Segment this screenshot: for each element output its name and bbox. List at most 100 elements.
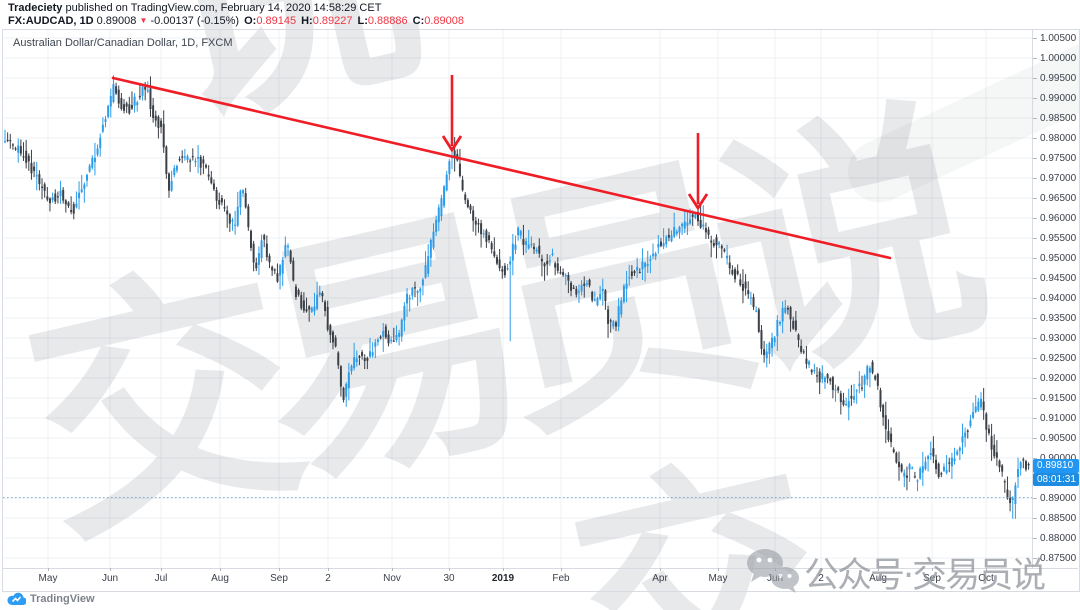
- chart-legend-title: Australian Dollar/Canadian Dollar, 1D, F…: [13, 37, 233, 49]
- price-axis-label: 0.96000: [1040, 213, 1077, 224]
- price-axis-tick: [1033, 438, 1037, 439]
- low-label: L:: [357, 14, 368, 27]
- candlesticks: [4, 75, 1030, 519]
- price-axis[interactable]: 1.00500 1.00000 0.99500 0.99000 0.98500 0.980…: [1033, 30, 1078, 568]
- price-axis-label: 0.97000: [1040, 173, 1077, 184]
- tradingview-logo-icon: [7, 592, 26, 606]
- price-axis-label: 0.90500: [1040, 433, 1077, 444]
- watermark-diagonal-text: 交易员说: [3, 73, 984, 582]
- price-axis-tick: [1033, 318, 1037, 319]
- price-axis-tick: [1033, 458, 1037, 459]
- price-axis-label: 0.89000: [1040, 493, 1077, 504]
- time-axis-tick: [718, 568, 719, 571]
- price-axis-tick: [1033, 298, 1037, 299]
- time-axis-label: Aug: [869, 573, 887, 584]
- price-axis-label: 0.88000: [1040, 533, 1077, 544]
- price-axis-tick: [1033, 78, 1037, 79]
- time-axis-tick: [328, 568, 329, 571]
- price-axis-tick: [1033, 378, 1037, 379]
- time-axis-tick: [821, 568, 822, 571]
- price-axis-label: 0.94000: [1040, 293, 1077, 304]
- time-axis[interactable]: May Jun Jul Aug Sep 2 Nov 30 2019 Feb Apr May Jun 2 Au…: [3, 568, 1032, 590]
- ohlc-values: O:0.89145 H:0.89227 L:0.88886 C:0.89008: [239, 15, 464, 27]
- price-change: -0.00137 (-0.15%): [150, 14, 240, 27]
- last-price-tag: 0.89810: [1033, 458, 1079, 473]
- time-axis-label: May: [708, 573, 728, 584]
- price-axis-label: 0.95500: [1040, 233, 1077, 244]
- price-axis-tick: [1033, 558, 1037, 559]
- price-axis-tick: [1033, 278, 1037, 279]
- chart-frame-border: [2, 29, 1080, 592]
- price-axis-label: 0.92500: [1040, 353, 1077, 364]
- time-axis-label: 2: [325, 573, 331, 584]
- price-axis-label: 0.91500: [1040, 393, 1077, 404]
- price-axis-label: 0.92000: [1040, 373, 1077, 384]
- time-axis-label: Nov: [383, 573, 401, 584]
- trendline-annotation: [111, 76, 892, 260]
- price-axis-tick: [1033, 258, 1037, 259]
- time-axis-label: Aug: [211, 573, 229, 584]
- time-axis-tick: [660, 568, 661, 571]
- price-axis-label: 0.98000: [1040, 133, 1077, 144]
- price-axis-tick: [1033, 238, 1037, 239]
- snapshot-header: Tradeciety published on TradingView.com,…: [8, 2, 464, 27]
- publish-line: Tradeciety published on TradingView.com,…: [8, 2, 464, 15]
- price-axis-tick: [1033, 338, 1037, 339]
- price-axis-tick: [1033, 138, 1037, 139]
- footer-brand[interactable]: TradingView: [7, 592, 95, 606]
- price-axis-label: 0.95000: [1040, 253, 1077, 264]
- price-axis-tick: [1033, 198, 1037, 199]
- time-axis-label: May: [38, 573, 58, 584]
- price-axis-label: 0.99500: [1040, 73, 1077, 84]
- axis-separator-horizontal: [3, 568, 1078, 569]
- price-axis-label: 0.99000: [1040, 93, 1077, 104]
- price-axis-label: 0.91000: [1040, 413, 1077, 424]
- time-axis-tick: [48, 568, 49, 571]
- time-axis-tick: [279, 568, 280, 571]
- price-axis-tick: [1033, 358, 1037, 359]
- open-label: O:: [244, 14, 257, 27]
- publish-info: published on TradingView.com, February 1…: [62, 2, 382, 14]
- time-axis-tick: [878, 568, 879, 571]
- time-axis-tick: [449, 568, 450, 571]
- price-axis-label: 0.87500: [1040, 553, 1077, 564]
- close-value: 0.89008: [424, 14, 465, 27]
- arrow-annotation: [687, 133, 709, 211]
- price-axis-tick: [1033, 98, 1037, 99]
- price-axis-tick: [1033, 398, 1037, 399]
- high-label: H:: [301, 14, 313, 27]
- time-axis-label: Jun: [101, 573, 119, 584]
- price-axis-label: 0.88500: [1040, 513, 1077, 524]
- price-axis-tick: [1033, 158, 1037, 159]
- price-axis-label: 0.93500: [1040, 313, 1077, 324]
- time-axis-tick: [392, 568, 393, 571]
- time-axis-tick: [775, 568, 776, 571]
- time-axis-label: Jul: [154, 573, 168, 584]
- price-axis-label: 0.97500: [1040, 153, 1077, 164]
- axis-separator-vertical: [1032, 30, 1033, 568]
- bar-countdown-tag: 08:01:31: [1033, 472, 1079, 486]
- time-axis-label: Apr: [652, 573, 668, 584]
- time-axis-tick: [986, 568, 987, 571]
- time-axis-label: Sep: [270, 573, 288, 584]
- close-label: C:: [412, 14, 425, 27]
- price-axis-tick: [1033, 498, 1037, 499]
- time-axis-label: 2: [818, 573, 824, 584]
- time-axis-tick: [561, 568, 562, 571]
- price-axis-tick: [1033, 118, 1037, 119]
- low-value: 0.88886: [367, 14, 408, 27]
- price-axis-tick: [1033, 38, 1037, 39]
- price-axis-tick: [1033, 178, 1037, 179]
- open-value: 0.89145: [256, 14, 297, 27]
- price-axis-label: 0.98500: [1040, 113, 1077, 124]
- quote-line: FX:AUDCAD, 1D 0.89008 ▼ -0.00137 (-0.15%…: [8, 15, 464, 28]
- arrow-annotation: [441, 75, 463, 153]
- time-axis-label: Feb: [552, 573, 570, 584]
- time-axis-label: Sep: [923, 573, 941, 584]
- high-value: 0.89227: [312, 14, 353, 27]
- time-axis-tick: [932, 568, 933, 571]
